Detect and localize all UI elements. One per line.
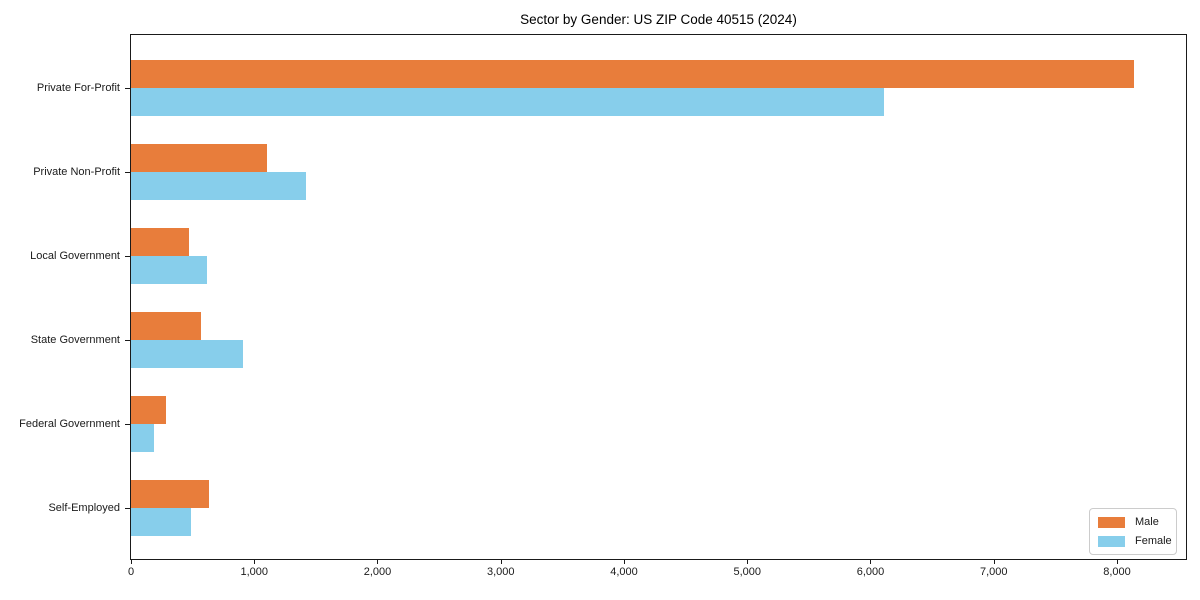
y-axis-label: State Government	[30, 334, 120, 346]
x-tick-label: 6,000	[856, 566, 885, 578]
legend-entry-female: Female	[1098, 534, 1172, 548]
legend-label-female: Female	[1135, 535, 1172, 547]
x-tick-label: 7,000	[979, 566, 1008, 578]
bar-female-1	[131, 172, 306, 200]
y-axis-label: Local Government	[30, 250, 120, 262]
x-tick-label: 8,000	[1103, 566, 1131, 578]
bar-male-0	[131, 60, 1135, 88]
x-tick-mark	[131, 560, 132, 564]
bar-male-5	[131, 480, 210, 508]
y-tick-mark	[125, 424, 130, 425]
y-axis-label: Private For-Profit	[36, 82, 120, 94]
bar-male-4	[131, 396, 167, 424]
y-axis-label: Self-Employed	[48, 502, 120, 514]
legend-swatch-female	[1098, 535, 1125, 547]
bar-female-2	[131, 256, 208, 284]
y-tick-mark	[125, 340, 130, 341]
chart-title: Sector by Gender: US ZIP Code 40515 (202…	[520, 12, 797, 27]
bar-female-3	[131, 340, 244, 368]
x-tick-mark	[870, 560, 872, 564]
x-tick-mark	[1116, 560, 1118, 564]
x-tick-label: 3,000	[486, 566, 515, 578]
x-tick-mark	[500, 560, 502, 564]
legend-entry-male: Male	[1098, 515, 1168, 529]
y-tick-mark	[125, 508, 130, 509]
y-tick-mark	[125, 88, 130, 89]
bar-female-4	[131, 424, 155, 452]
bar-female-5	[131, 508, 192, 536]
bar-female-0	[131, 88, 885, 116]
bar-male-1	[131, 144, 267, 172]
x-tick-label: 2,000	[363, 566, 392, 578]
x-tick-mark	[254, 560, 256, 564]
x-tick-mark	[623, 560, 625, 564]
x-tick-label: 1,000	[240, 566, 268, 578]
x-tick-label: 4,000	[610, 566, 638, 578]
legend: Male Female	[1089, 508, 1177, 555]
x-tick-mark	[993, 560, 995, 564]
y-axis-label: Private Non-Profit	[33, 166, 120, 178]
legend-swatch-male	[1098, 516, 1125, 528]
bar-male-3	[131, 312, 202, 340]
legend-label-male: Male	[1135, 516, 1159, 528]
x-tick-label: 0	[127, 566, 135, 578]
y-axis-label: Federal Government	[19, 418, 120, 430]
x-tick-mark	[747, 560, 749, 564]
y-tick-mark	[125, 256, 130, 257]
x-tick-mark	[377, 560, 379, 564]
x-tick-label: 5,000	[733, 566, 761, 578]
y-tick-mark	[125, 172, 130, 173]
bar-male-2	[131, 228, 189, 256]
plot-area	[130, 34, 1187, 560]
